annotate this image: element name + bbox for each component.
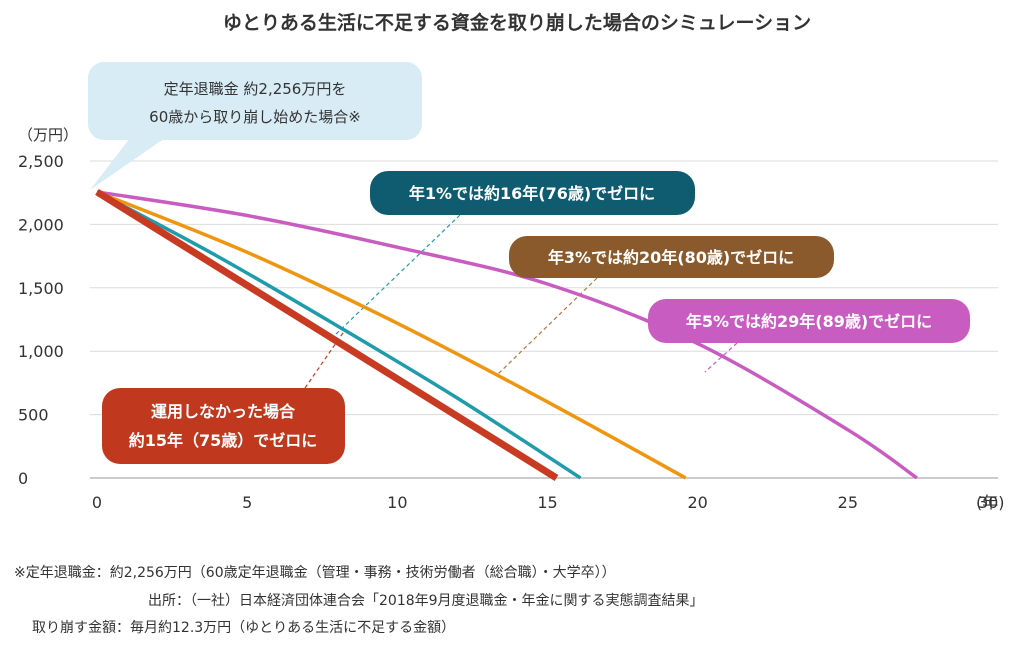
label-box-s3 [509, 236, 834, 278]
label-text-s5: 年5%では約29年(89歳)でゼロに [686, 312, 932, 331]
x-axis-ticks: 0 5 10 15 20 25 30 [92, 493, 998, 512]
series-line-s5 [96, 190, 918, 480]
x-axis-unit: (年) [976, 493, 1005, 512]
label-s3: 年3%では約20年(80歳)でゼロに [509, 236, 834, 278]
note-line-3: 取り崩す金額：毎月約12.3万円（ゆとりある生活に不足する金額） [32, 620, 456, 636]
label-box-s1 [370, 171, 695, 215]
y-axis-unit: （万円） [18, 126, 78, 144]
series-lines [95, 188, 918, 481]
callout-bubble: 定年退職金 約2,256万円を 60歳から取り崩し始めた場合※ [88, 62, 422, 190]
callout-line-2: 60歳から取り崩し始めた場合※ [149, 108, 361, 126]
callout-line-1: 定年退職金 約2,256万円を [164, 80, 347, 98]
label-text-s0-line-1: 運用しなかった場合 [151, 402, 296, 421]
label-text-s0-line-2: 約15年（75歳）でゼロに [129, 431, 318, 450]
leader-line [496, 277, 598, 376]
label-box-s0 [102, 388, 345, 464]
x-tick-label: 30 [978, 493, 998, 512]
x-tick-label: 0 [92, 493, 102, 512]
x-tick-label: 15 [537, 493, 557, 512]
label-s1: 年1%では約16年(76歳)でゼロに [370, 171, 695, 215]
series-line-s1 [96, 190, 582, 480]
y-tick-label: 500 [18, 406, 49, 425]
chart-title: ゆとりある生活に不足する資金を取り崩した場合のシミュレーション [223, 11, 811, 34]
note-line-2: 出所：（一社）日本経済団体連合会「2018年9月度退職金・年金に関する実態調査結… [148, 593, 704, 609]
leader-line [334, 214, 461, 336]
label-s5: 年5%では約29年(89歳)でゼロに [648, 299, 970, 343]
x-tick-label: 10 [387, 493, 407, 512]
x-tick-label: 25 [838, 493, 858, 512]
label-box-s5 [648, 299, 970, 343]
y-tick-label: 0 [18, 469, 28, 488]
series-line-s3 [96, 190, 687, 480]
series-line-s0 [95, 188, 559, 481]
y-tick-label: 1,500 [18, 279, 64, 298]
x-tick-label: 5 [242, 493, 252, 512]
label-text-s3: 年3%では約20年(80歳)でゼロに [548, 248, 794, 267]
y-tick-label: 2,000 [18, 215, 64, 234]
y-tick-label: 2,500 [18, 152, 64, 171]
y-tick-label: 1,000 [18, 342, 64, 361]
callout-pointer [90, 138, 165, 190]
callout-box [88, 62, 422, 140]
label-s0: 運用しなかった場合 約15年（75歳）でゼロに [102, 388, 345, 464]
note-line-1: ※定年退職金：約2,256万円（60歳定年退職金（管理・事務・技術労働者（総合職… [14, 565, 616, 581]
y-axis-ticks: 0 500 1,000 1,500 2,000 2,500 [18, 152, 64, 488]
label-text-s1: 年1%では約16年(76歳)でゼロに [409, 184, 655, 203]
x-tick-label: 20 [687, 493, 707, 512]
